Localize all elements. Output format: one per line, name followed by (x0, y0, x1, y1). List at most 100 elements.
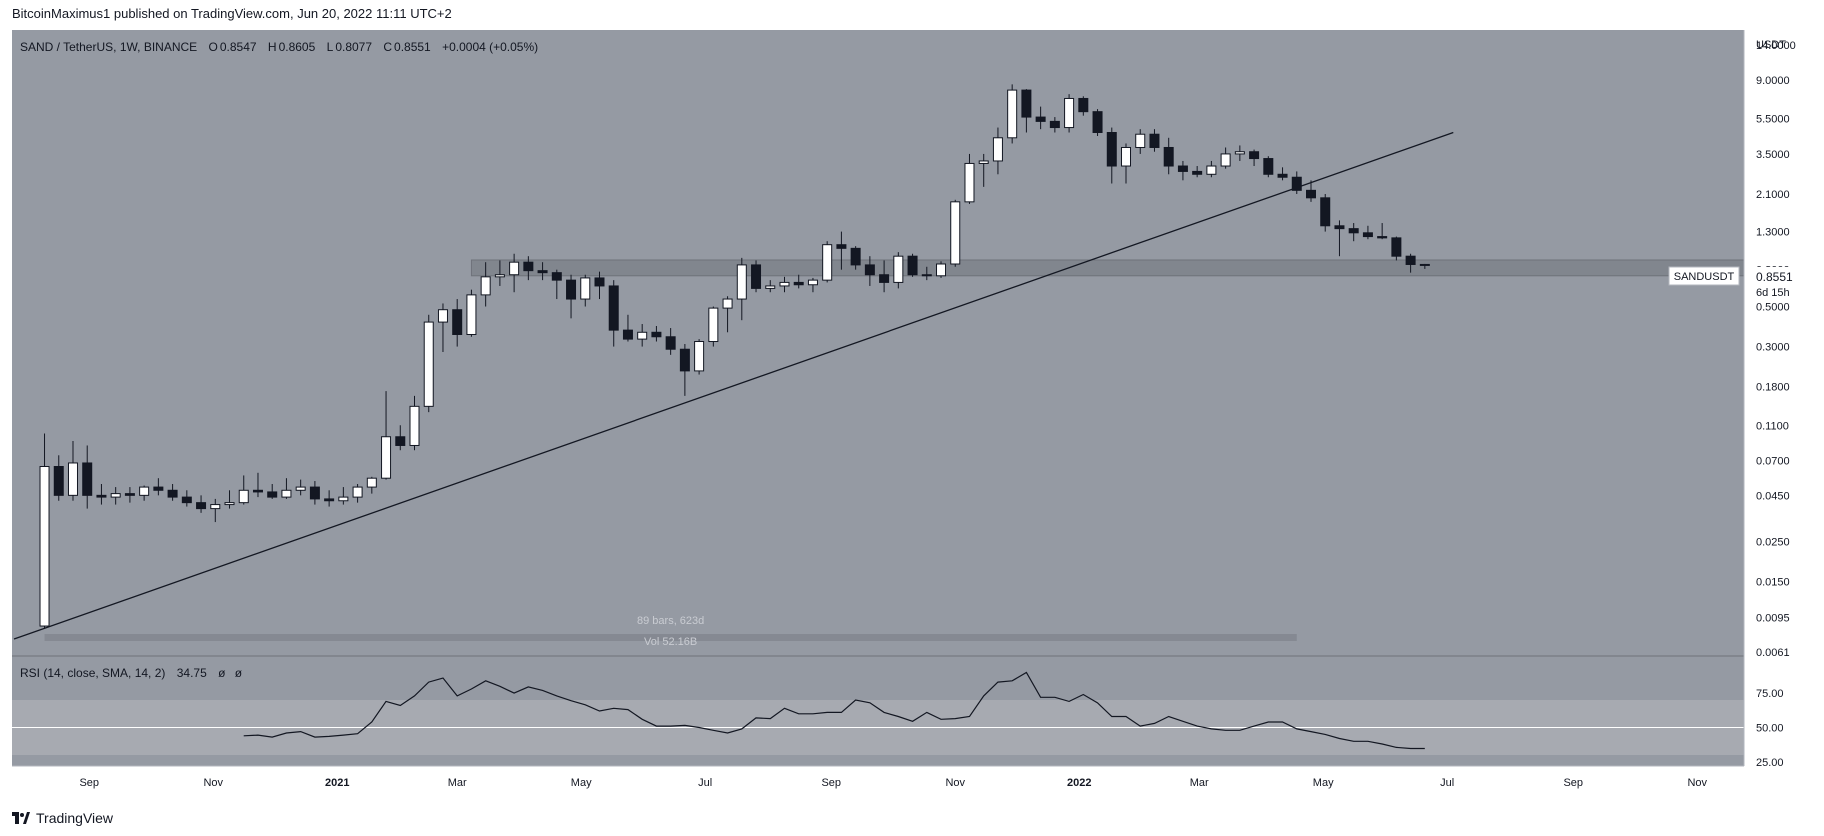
candle-down[interactable] (523, 261, 534, 272)
candle-down[interactable] (679, 348, 690, 372)
ascending-trendline[interactable] (13, 131, 1454, 640)
candle-up[interactable] (352, 486, 363, 498)
candle-down[interactable] (267, 491, 278, 498)
candle-down[interactable] (1035, 116, 1046, 122)
candle-down[interactable] (1078, 97, 1089, 113)
candle-down[interactable] (1362, 232, 1373, 238)
candle-down[interactable] (864, 264, 875, 276)
candle-down[interactable] (751, 264, 762, 289)
candle-down[interactable] (1021, 89, 1032, 118)
candle-up[interactable] (480, 276, 491, 296)
candle-down[interactable] (608, 285, 619, 331)
last-price-label[interactable]: SANDUSDT 0.8551 6d 15h (1668, 266, 1802, 300)
support-zone[interactable] (470, 259, 1745, 277)
candle-up[interactable] (39, 466, 50, 627)
candle-up[interactable] (1419, 263, 1430, 266)
candle-down[interactable] (1049, 120, 1060, 129)
candle-up[interactable] (1064, 97, 1075, 129)
candle-up[interactable] (381, 436, 392, 479)
candle-down[interactable] (907, 255, 918, 276)
candle-up[interactable] (978, 160, 989, 164)
candle-down[interactable] (1149, 133, 1160, 148)
candle-down[interactable] (124, 493, 135, 496)
tradingview-brand[interactable]: TradingView (12, 808, 113, 828)
candle-up[interactable] (992, 137, 1003, 162)
candle-down[interactable] (53, 466, 64, 496)
candle-down[interactable] (309, 486, 320, 500)
candle-up[interactable] (1206, 165, 1217, 175)
candle-down[interactable] (1377, 236, 1388, 239)
candle-down[interactable] (153, 486, 164, 491)
candle-down[interactable] (324, 498, 335, 502)
candle-down[interactable] (181, 496, 192, 504)
candle-up[interactable] (637, 331, 648, 340)
candle-up[interactable] (1135, 133, 1146, 148)
candle-up[interactable] (964, 162, 975, 203)
candle-up[interactable] (694, 341, 705, 372)
candle-down[interactable] (1348, 228, 1359, 234)
candle-down[interactable] (1177, 165, 1188, 172)
candle-up[interactable] (1121, 146, 1132, 167)
candle-up[interactable] (210, 504, 221, 510)
candle-up[interactable] (822, 244, 833, 281)
candle-down[interactable] (651, 331, 662, 338)
candle-up[interactable] (437, 309, 448, 323)
candle-down[interactable] (1106, 132, 1117, 167)
candle-down[interactable] (1163, 146, 1174, 167)
candle-down[interactable] (1192, 170, 1203, 175)
rsi-legend[interactable]: RSI (14, close, SMA, 14, 2) 34.75 ø ø (20, 666, 243, 680)
candle-down[interactable] (594, 277, 605, 287)
candle-up[interactable] (936, 263, 947, 277)
candle-down[interactable] (82, 462, 93, 496)
candle-down[interactable] (1249, 151, 1260, 160)
symbol-legend[interactable]: SAND / TetherUS, 1W, BINANCE O 0.8547 H 0.… (20, 40, 538, 54)
candle-down[interactable] (1405, 255, 1416, 265)
candle-up[interactable] (736, 264, 747, 300)
candle-down[interactable] (622, 329, 633, 340)
candle-up[interactable] (893, 255, 904, 283)
candle-up[interactable] (509, 261, 520, 276)
candle-down[interactable] (252, 489, 263, 493)
candle-down[interactable] (196, 502, 207, 510)
candle-down[interactable] (1092, 111, 1103, 134)
candle-down[interactable] (1291, 176, 1302, 191)
candle-down[interactable] (96, 494, 107, 498)
candle-down[interactable] (566, 279, 577, 300)
price-pane-background[interactable] (12, 30, 1744, 656)
candle-up[interactable] (423, 321, 434, 407)
candle-up[interactable] (779, 281, 790, 287)
candle-down[interactable] (395, 436, 406, 446)
candle-up[interactable] (1234, 151, 1245, 155)
candle-down[interactable] (452, 309, 463, 335)
candle-up[interactable] (67, 462, 78, 496)
candle-up[interactable] (110, 493, 121, 498)
candle-up[interactable] (950, 201, 961, 265)
candle-up[interactable] (765, 285, 776, 289)
candle-down[interactable] (1334, 225, 1345, 230)
candle-down[interactable] (836, 244, 847, 249)
candle-up[interactable] (224, 502, 235, 506)
candle-down[interactable] (551, 272, 562, 281)
candle-down[interactable] (793, 281, 804, 286)
candle-up[interactable] (1220, 153, 1231, 167)
candle-down[interactable] (850, 247, 861, 266)
candle-down[interactable] (1263, 158, 1274, 175)
candle-down[interactable] (1320, 197, 1331, 227)
candle-up[interactable] (366, 477, 377, 488)
candle-down[interactable] (537, 270, 548, 274)
candle-up[interactable] (722, 298, 733, 309)
rsi-line[interactable] (243, 671, 1425, 750)
candle-down[interactable] (879, 274, 890, 283)
candle-up[interactable] (409, 405, 420, 446)
candle-down[interactable] (167, 489, 178, 498)
candle-up[interactable] (139, 486, 150, 496)
candle-up[interactable] (708, 307, 719, 343)
candle-up[interactable] (295, 486, 306, 491)
candle-up[interactable] (466, 294, 477, 335)
candle-up[interactable] (1007, 89, 1018, 139)
candle-up[interactable] (338, 496, 349, 502)
candle-up[interactable] (807, 279, 818, 286)
candle-down[interactable] (1277, 173, 1288, 178)
candle-down[interactable] (665, 336, 676, 350)
